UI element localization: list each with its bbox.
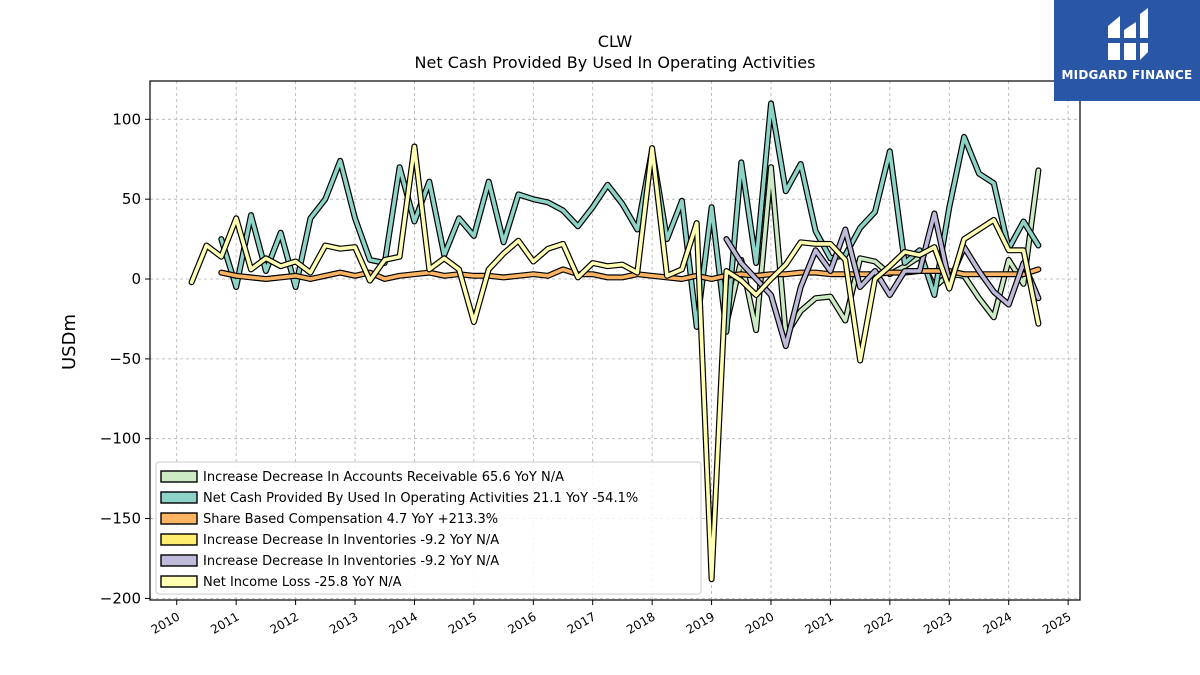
legend-swatch	[160, 491, 198, 504]
legend-swatch	[160, 470, 198, 483]
legend-swatch	[160, 533, 198, 546]
x-tick-label: 2020	[743, 609, 776, 636]
chart-title: CLW	[598, 32, 633, 51]
x-tick-label: 2013	[327, 609, 360, 636]
x-tick-label: 2018	[624, 609, 657, 636]
x-tick-label: 2024	[981, 609, 1014, 636]
logo-text: MIDGARD FINANCE	[1061, 68, 1193, 82]
x-tick-label: 2014	[386, 609, 419, 636]
plot-frame	[149, 80, 1081, 601]
y-tick-label: 0	[131, 270, 141, 288]
x-tick-label: 2023	[921, 609, 954, 636]
y-tick-label: 100	[112, 110, 141, 128]
x-tick-label: 2010	[149, 609, 182, 636]
legend-label: Increase Decrease In Accounts Receivable…	[203, 470, 564, 485]
midgard-finance-logo: MIDGARD FINANCE	[1054, 0, 1200, 101]
legend-label: Net Cash Provided By Used In Operating A…	[203, 491, 638, 506]
x-tick-label: 2016	[505, 609, 538, 636]
x-tick-label: 2022	[862, 609, 895, 636]
legend-swatch	[160, 575, 198, 588]
series-line-1	[219, 101, 1041, 334]
legend-swatch	[160, 512, 198, 525]
y-tick-label: −50	[109, 350, 141, 368]
midgard-logo-icon	[1106, 8, 1148, 60]
y-axis-label: USDm	[59, 314, 80, 370]
series-line-0	[724, 165, 1041, 337]
legend-swatch	[160, 554, 198, 567]
x-tick-label: 2011	[208, 609, 241, 636]
y-tick-label: 50	[122, 190, 141, 208]
legend-label: Share Based Compensation 4.7 YoY +213.3%	[203, 512, 498, 527]
x-tick-label: 2025	[1040, 609, 1073, 636]
x-tick-label: 2012	[268, 609, 301, 636]
legend-label: Net Income Loss -25.8 YoY N/A	[203, 575, 402, 590]
series-layer	[188, 100, 1042, 583]
y-tick-label: −150	[100, 510, 141, 528]
y-tick-label: −100	[100, 430, 141, 448]
x-tick-label: 2019	[684, 609, 717, 636]
x-tick-label: 2021	[802, 609, 835, 636]
y-tick-label: −200	[100, 589, 141, 607]
chart-subtitle: Net Cash Provided By Used In Operating A…	[415, 53, 816, 72]
x-tick-label: 2017	[565, 609, 598, 636]
legend: Increase Decrease In Accounts Receivable…	[155, 461, 702, 595]
series-line-5	[189, 144, 1041, 582]
series-line-4	[724, 211, 1041, 348]
legend-box	[155, 461, 702, 595]
x-tick-label: 2015	[446, 609, 479, 636]
legend-label: Increase Decrease In Inventories -9.2 Yo…	[203, 533, 499, 548]
legend-label: Increase Decrease In Inventories -9.2 Yo…	[203, 554, 499, 569]
